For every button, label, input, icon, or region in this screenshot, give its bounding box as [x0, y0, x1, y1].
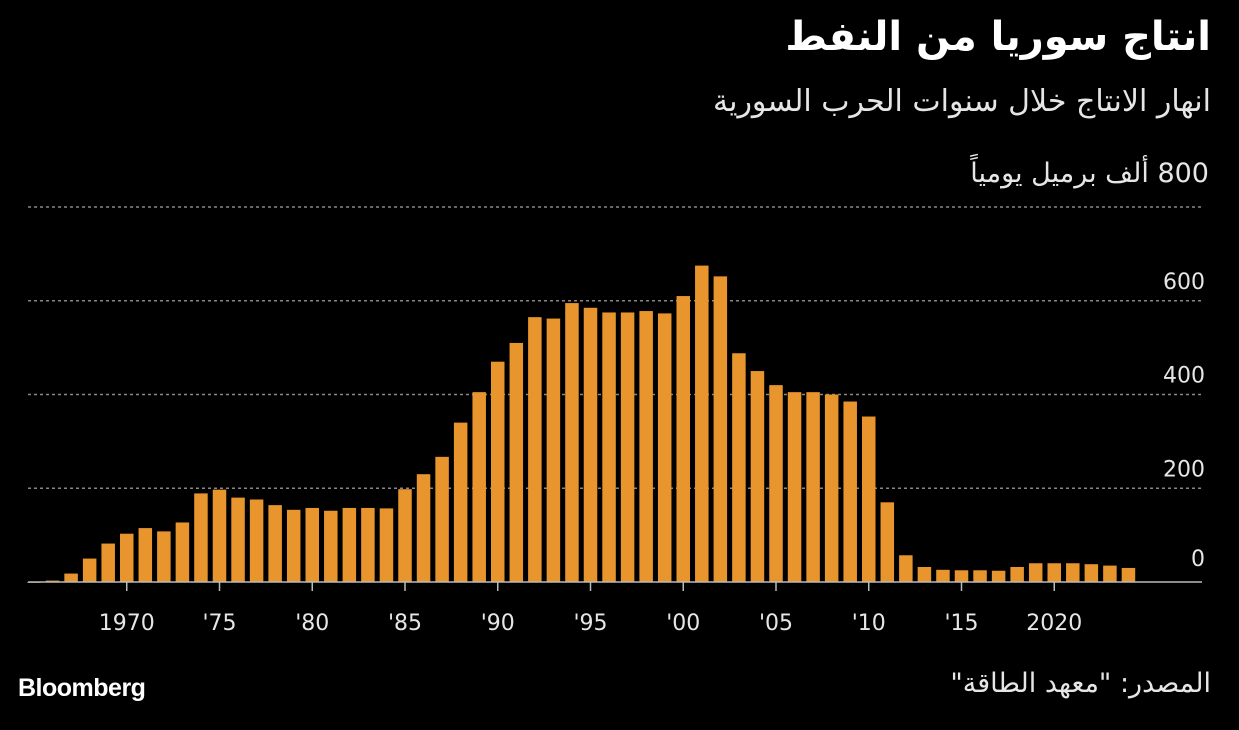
bar-2018 [1010, 567, 1024, 582]
x-tick-label: '05 [759, 611, 793, 636]
bar-1990 [491, 361, 505, 582]
bar-2003 [732, 353, 746, 582]
bar-1994 [565, 303, 579, 582]
y-axis-top-label: 800 ألف برميل يومياً [970, 158, 1209, 189]
bar-2000 [676, 296, 690, 582]
bar-1981 [324, 510, 338, 582]
bar-1998 [639, 311, 653, 582]
bar-1992 [528, 317, 542, 582]
bar-1972 [157, 531, 171, 582]
bar-2011 [880, 502, 895, 582]
bar-2012 [899, 555, 913, 582]
bloomberg-logo: Bloomberg [18, 674, 146, 702]
bar-2009 [843, 401, 857, 582]
bar-2019 [1028, 563, 1043, 582]
bar-1977 [249, 499, 264, 582]
x-tick-label: '10 [852, 611, 886, 636]
x-tick-label: '75 [202, 611, 236, 636]
bar-1971 [138, 528, 153, 582]
source-note: المصدر: "معهد الطاقة" [950, 668, 1211, 699]
bar-1980 [305, 507, 319, 582]
y-tick-labels: 0 200 400 600 [1163, 270, 1205, 572]
bar-1995 [583, 307, 598, 582]
bar-2007 [806, 392, 820, 582]
bar-1975 [212, 489, 227, 582]
bar-2023 [1103, 565, 1117, 582]
bar-2017 [991, 570, 1006, 582]
bar-2006 [787, 392, 802, 582]
bar-2014 [936, 569, 950, 582]
bars [27, 265, 1136, 583]
bar-1982 [342, 507, 357, 582]
bar-1985 [398, 489, 412, 582]
bar-1987 [435, 456, 449, 582]
bar-2008 [824, 394, 839, 582]
bar-1989 [472, 392, 486, 582]
bar-1968 [82, 558, 97, 582]
bar-2021 [1066, 563, 1080, 582]
gridlines [28, 206, 1202, 489]
bar-2013 [917, 567, 932, 582]
chart-subtitle: انهار الانتاج خلال سنوات الحرب السورية [713, 84, 1211, 119]
bar-1993 [546, 318, 561, 582]
bar-2002 [713, 276, 728, 582]
bar-2001 [695, 265, 709, 582]
bar-2020 [1047, 563, 1061, 582]
bar-1978 [268, 505, 282, 582]
bar-2015 [954, 570, 969, 582]
bar-2016 [973, 570, 987, 582]
bar-1979 [286, 509, 301, 582]
bar-2022 [1084, 564, 1099, 582]
y-tick-label: 400 [1163, 364, 1205, 389]
bar-1967 [64, 573, 78, 582]
bar-1984 [379, 508, 394, 582]
y-tick-label: 200 [1163, 457, 1205, 482]
bar-1983 [361, 507, 375, 582]
bar-1974 [194, 493, 208, 582]
x-tick-label: '90 [481, 611, 515, 636]
bar-1997 [620, 312, 635, 582]
bar-1999 [657, 313, 672, 582]
x-axis: 1970 '75 '80 '85 '90 '95 '00 '05 '10 '15 2020 [28, 581, 1202, 636]
bar-2005 [769, 385, 783, 582]
y-tick-label: 600 [1163, 270, 1205, 295]
bar-1991 [509, 342, 524, 582]
y-tick-label: 0 [1191, 547, 1205, 572]
bar-1970 [120, 533, 134, 582]
x-tick-label: 1970 [99, 611, 155, 636]
bar-1969 [101, 543, 115, 582]
bar-1976 [231, 497, 245, 582]
bar-2004 [750, 371, 765, 582]
x-tick-label: '00 [666, 611, 700, 636]
x-tick-label: '95 [573, 611, 607, 636]
bar-1973 [175, 522, 190, 582]
x-tick-label: '85 [388, 611, 422, 636]
bar-2024 [1121, 567, 1136, 582]
x-tick-label: '80 [295, 611, 329, 636]
bar-1996 [602, 312, 616, 582]
chart-title: انتاج سوريا من النفط [785, 14, 1211, 60]
bar-1988 [453, 422, 468, 582]
bar-1986 [416, 474, 431, 582]
bar-2010 [862, 416, 876, 582]
x-tick-label: '15 [944, 611, 978, 636]
x-tick-label: 2020 [1026, 611, 1082, 636]
